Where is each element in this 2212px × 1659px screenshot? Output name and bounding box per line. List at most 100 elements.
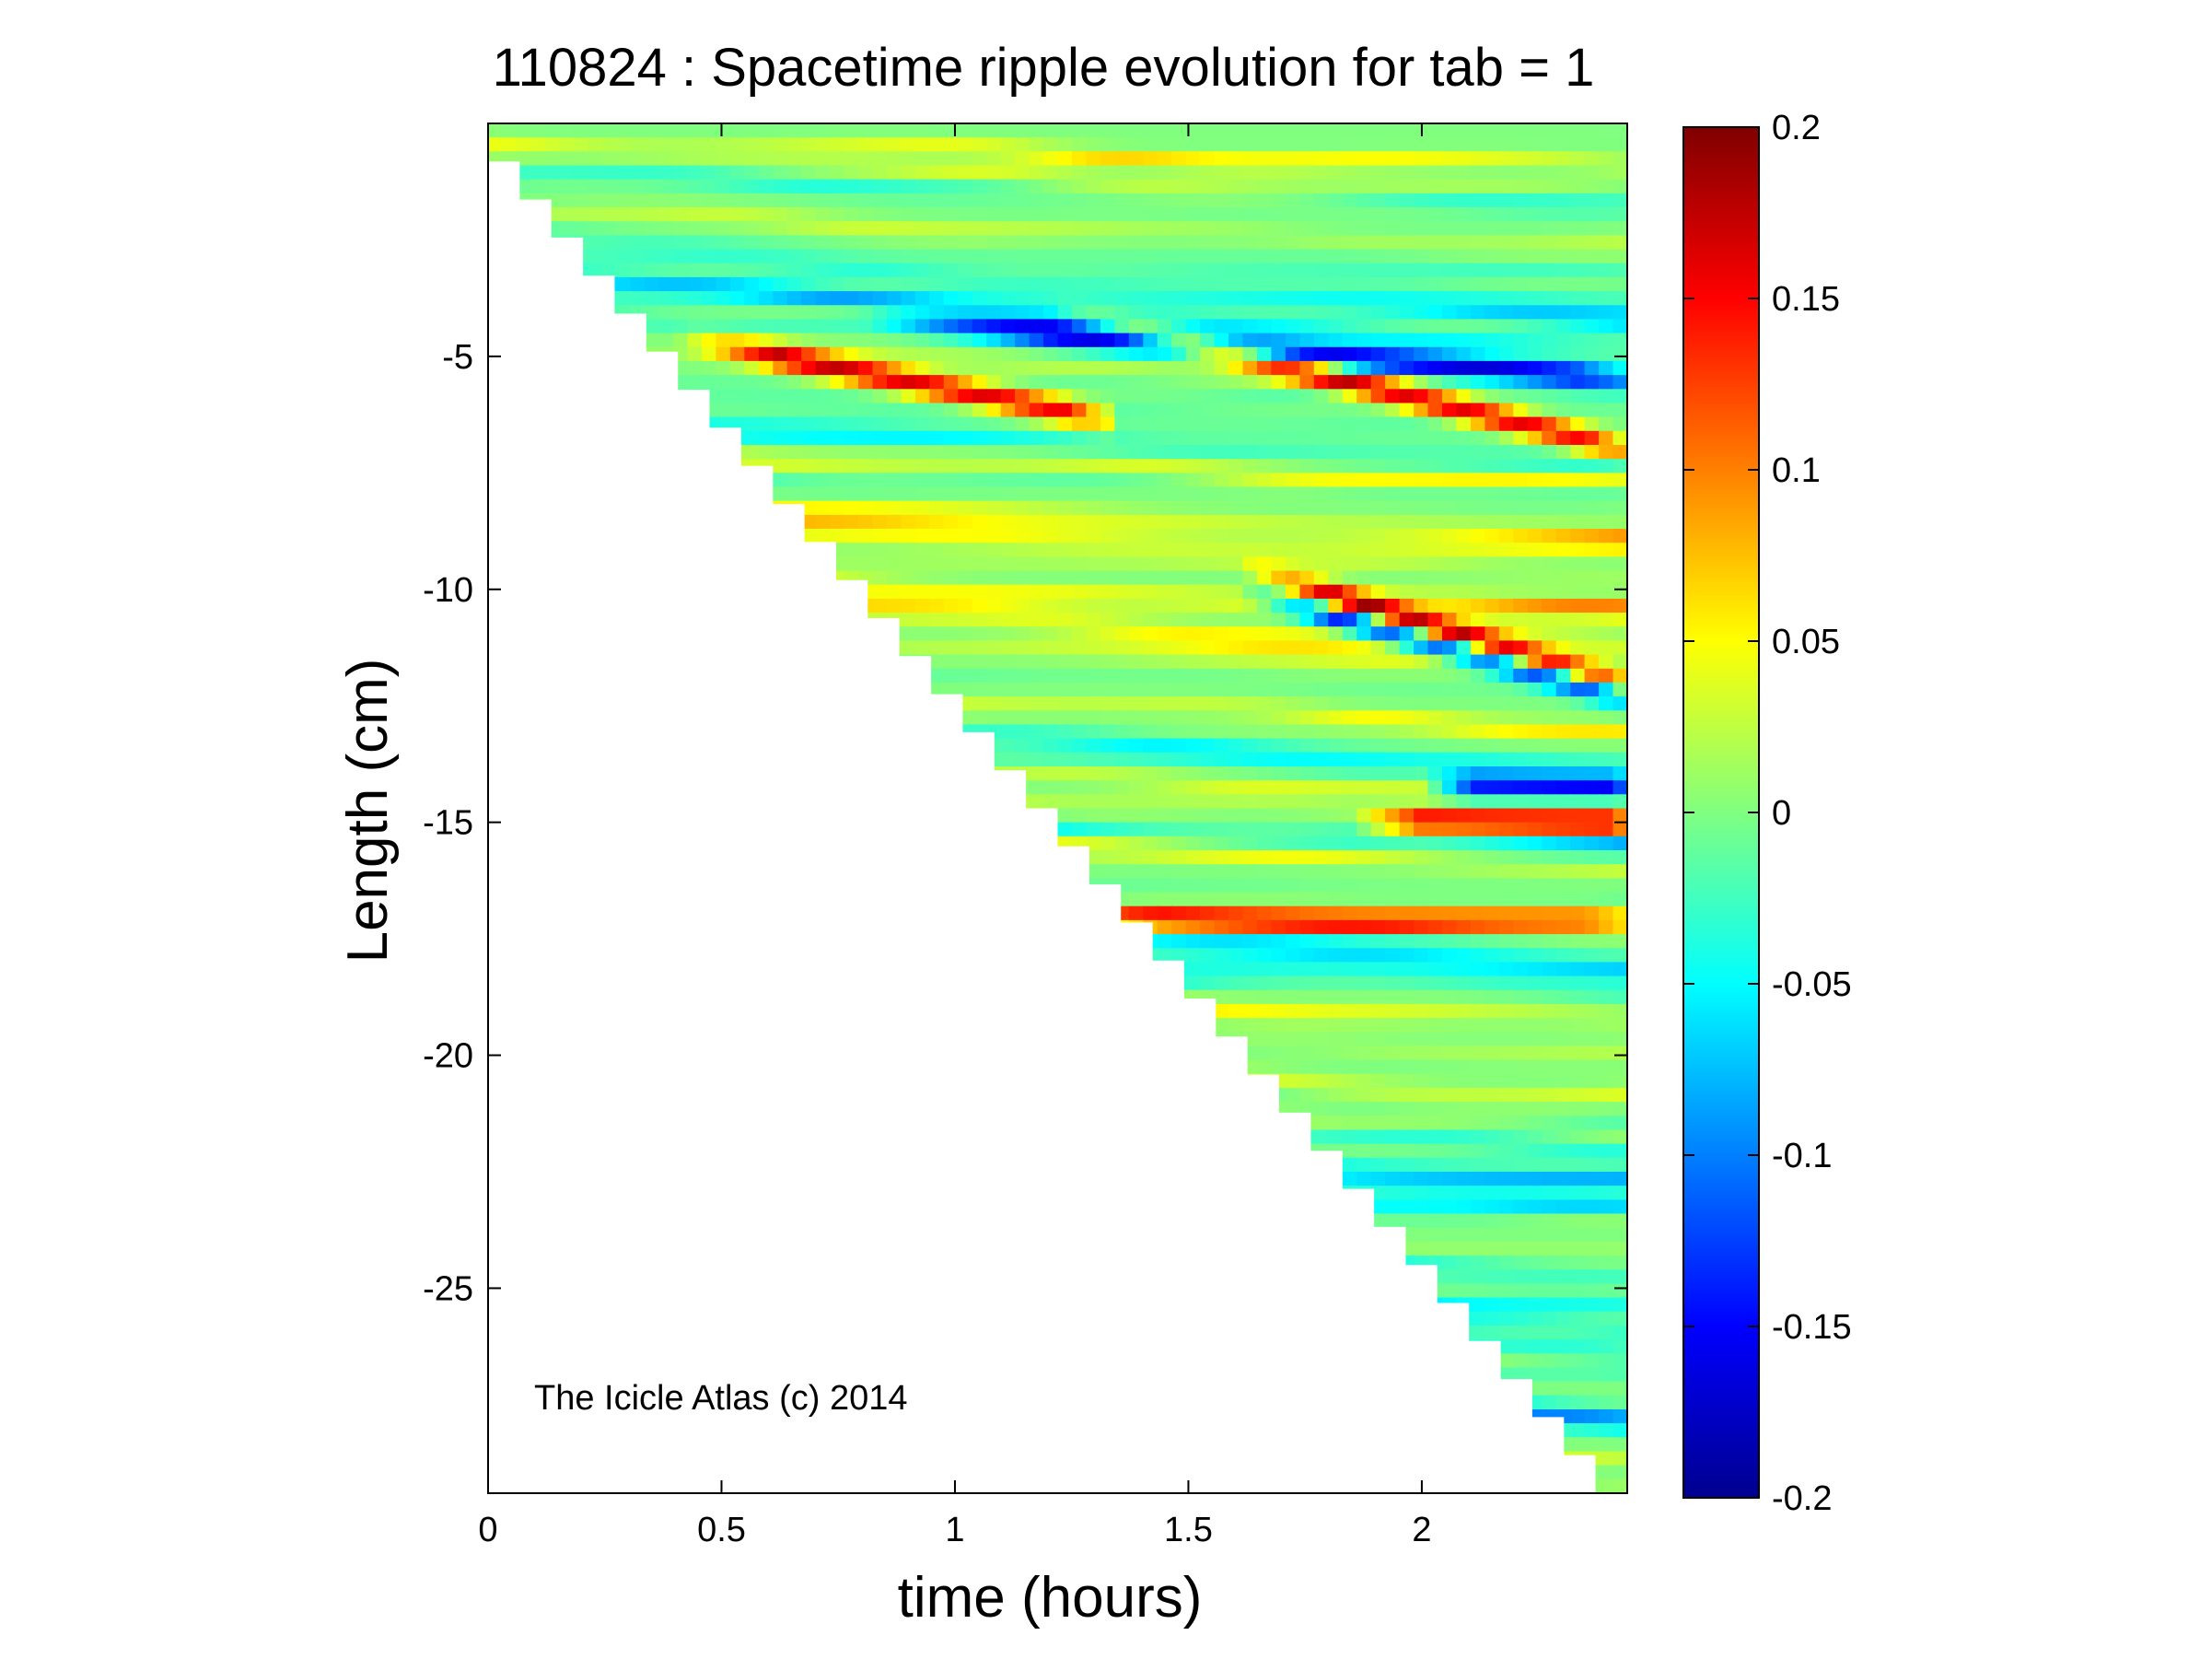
heatmap-cell — [914, 249, 931, 264]
heatmap-cell — [1185, 375, 1201, 391]
heatmap-cell — [530, 165, 546, 181]
heatmap-cell — [1000, 123, 1016, 138]
heatmap-cell — [1427, 808, 1443, 824]
heatmap-cell — [958, 137, 973, 153]
heatmap-cell — [1271, 235, 1286, 251]
heatmap-cell — [986, 235, 1002, 251]
heatmap-cell — [1414, 654, 1429, 670]
heatmap-cell — [986, 584, 1002, 600]
heatmap-cell — [929, 346, 945, 362]
heatmap-cell — [1456, 654, 1472, 670]
heatmap-cell — [815, 430, 831, 446]
heatmap-cell — [1414, 808, 1429, 824]
heatmap-cell — [1342, 416, 1358, 432]
heatmap-cell — [758, 305, 774, 321]
heatmap-cell — [1057, 221, 1073, 237]
heatmap-cell — [1242, 905, 1258, 921]
heatmap-cell — [1200, 486, 1216, 502]
heatmap-cell — [1599, 445, 1614, 460]
heatmap-cell — [858, 416, 874, 432]
heatmap-cell — [1086, 529, 1101, 543]
heatmap-cell — [815, 137, 831, 153]
heatmap-cell — [1029, 794, 1044, 810]
heatmap-cell — [1599, 346, 1614, 362]
heatmap-cell — [1242, 221, 1258, 237]
heatmap-cell — [1555, 780, 1571, 796]
heatmap-cell — [1057, 724, 1073, 740]
heatmap-cell — [716, 276, 731, 292]
heatmap-cell — [1299, 249, 1315, 264]
heatmap-cell — [1542, 346, 1557, 362]
heatmap-cell — [1185, 529, 1201, 543]
heatmap-cell — [1057, 333, 1073, 348]
heatmap-cell — [1185, 249, 1201, 264]
heatmap-cell — [1484, 598, 1500, 613]
heatmap-cell — [914, 403, 931, 418]
heatmap-cell — [830, 221, 845, 237]
heatmap-cell — [1442, 529, 1458, 543]
heatmap-cell — [1427, 682, 1443, 697]
heatmap-cell — [1542, 430, 1557, 446]
heatmap-cell — [1285, 584, 1301, 600]
heatmap-cell — [872, 556, 888, 572]
heatmap-cell — [1128, 543, 1145, 558]
heatmap-cell — [1470, 626, 1486, 642]
heatmap-cell — [1128, 403, 1145, 418]
heatmap-cell — [958, 276, 973, 292]
heatmap-cell — [1000, 584, 1016, 600]
heatmap-cell — [1257, 570, 1273, 586]
heatmap-cell — [1228, 570, 1244, 586]
heatmap-cell — [1570, 738, 1586, 754]
heatmap-cell — [758, 319, 774, 334]
heatmap-cell — [1228, 640, 1244, 656]
heatmap-cell — [1185, 151, 1201, 167]
heatmap-cell — [716, 221, 731, 237]
heatmap-cell — [1470, 668, 1486, 683]
heatmap-cell — [1143, 360, 1158, 376]
heatmap-cell — [1100, 430, 1116, 446]
heatmap-cell — [1599, 738, 1614, 754]
heatmap-cell — [1442, 403, 1458, 418]
heatmap-cell — [1228, 445, 1244, 460]
heatmap-cell — [901, 403, 916, 418]
heatmap-cell — [744, 207, 760, 222]
heatmap-cell — [1555, 919, 1571, 935]
heatmap-cell — [1072, 430, 1088, 446]
heatmap-cell — [1157, 613, 1172, 628]
heatmap-cell — [830, 165, 845, 181]
heatmap-cell — [1484, 682, 1500, 697]
heatmap-cell — [901, 430, 916, 446]
heatmap-cell — [1456, 235, 1472, 251]
heatmap-cell — [1442, 780, 1458, 796]
heatmap-cell — [914, 375, 931, 391]
heatmap-cell — [1072, 179, 1088, 194]
heatmap-cell — [1242, 835, 1258, 851]
heatmap-cell — [1072, 529, 1088, 543]
heatmap-cell — [1299, 360, 1315, 376]
heatmap-cell — [1185, 864, 1201, 880]
heatmap-cell — [1157, 682, 1172, 697]
heatmap-cell — [929, 319, 945, 334]
heatmap-cell — [1456, 962, 1472, 977]
heatmap-cell — [588, 221, 603, 237]
heatmap-cell — [1513, 430, 1529, 446]
heatmap-cell — [1185, 822, 1201, 837]
heatmap-cell — [1086, 780, 1101, 796]
heatmap-cell — [914, 235, 931, 251]
heatmap-cell — [1612, 626, 1627, 642]
heatmap-cell — [986, 682, 1002, 697]
heatmap-cell — [972, 416, 987, 432]
heatmap-cell — [1143, 430, 1158, 446]
heatmap-cell — [1328, 654, 1344, 670]
heatmap-cell — [1427, 179, 1443, 194]
heatmap-cell — [844, 333, 859, 348]
heatmap-cell — [658, 137, 674, 153]
heatmap-cell — [1612, 640, 1627, 656]
heatmap-cell — [1427, 780, 1443, 796]
heatmap-cell — [1385, 543, 1401, 558]
heatmap-cell — [1257, 207, 1273, 222]
heatmap-cell — [1342, 137, 1358, 153]
heatmap-cell — [1313, 934, 1330, 950]
heatmap-cell — [1313, 919, 1330, 935]
